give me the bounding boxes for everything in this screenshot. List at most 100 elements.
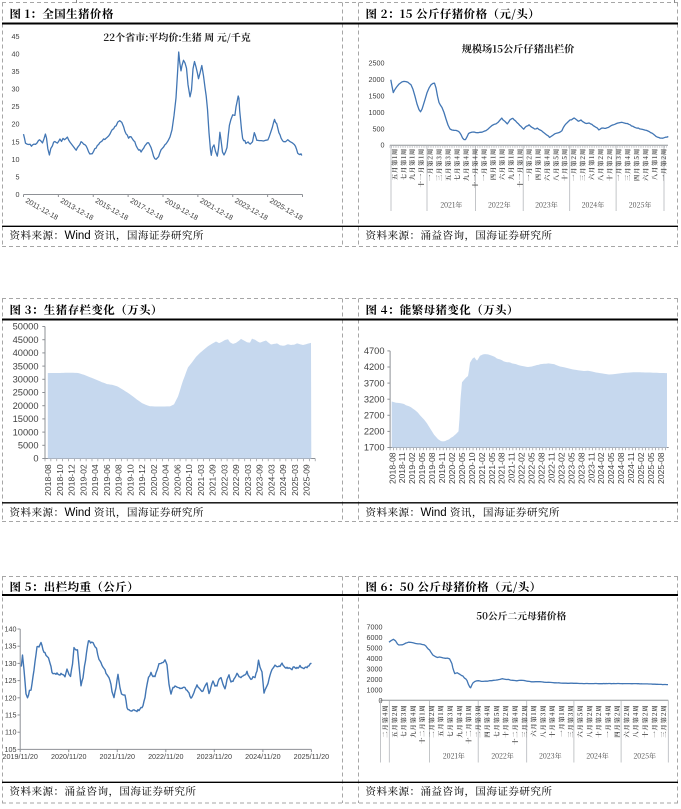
svg-text:六月第5周: 六月第5周 <box>576 705 585 738</box>
svg-text:10000: 10000 <box>13 427 39 437</box>
svg-text:2025-02: 2025-02 <box>636 452 646 484</box>
svg-text:2024-02: 2024-02 <box>596 452 606 484</box>
svg-text:2024年: 2024年 <box>582 201 605 211</box>
svg-text:2020-04: 2020-04 <box>161 464 171 496</box>
svg-text:2025/11/20: 2025/11/20 <box>294 752 329 761</box>
svg-text:三月第3周: 三月第3周 <box>566 705 575 738</box>
svg-text:二月第4周: 二月第4周 <box>381 705 390 738</box>
svg-text:1000: 1000 <box>369 108 385 117</box>
svg-text:2022-03: 2022-03 <box>219 464 229 496</box>
svg-text:十一月第1周: 十一月第1周 <box>417 148 426 187</box>
svg-text:2024年: 2024年 <box>586 752 609 762</box>
svg-text:七月第3周: 七月第3周 <box>446 705 455 738</box>
svg-text:七月第5周: 七月第5周 <box>492 705 501 738</box>
svg-text:2023-11: 2023-11 <box>586 452 596 483</box>
svg-text:2018-10: 2018-10 <box>55 464 65 496</box>
svg-text:2020-06: 2020-06 <box>172 464 182 496</box>
svg-text:15000: 15000 <box>13 414 39 424</box>
svg-text:2023-08: 2023-08 <box>576 452 586 484</box>
svg-text:五月第3周: 五月第3周 <box>444 148 453 181</box>
svg-text:2023-02: 2023-02 <box>556 452 566 484</box>
svg-text:2021/11/20: 2021/11/20 <box>100 752 135 761</box>
svg-text:500: 500 <box>373 124 385 133</box>
svg-text:2017-12-18: 2017-12-18 <box>129 196 165 222</box>
svg-text:2021-09: 2021-09 <box>208 464 218 496</box>
svg-text:十二月第1周: 十二月第1周 <box>464 705 473 744</box>
svg-text:2020-10: 2020-10 <box>467 452 477 484</box>
svg-text:一月第2周: 一月第2周 <box>426 148 435 181</box>
svg-text:2022年: 2022年 <box>491 752 514 762</box>
svg-text:九月第4周: 九月第4周 <box>462 148 471 181</box>
svg-text:2025-03: 2025-03 <box>290 464 300 496</box>
svg-text:一月第3周: 一月第3周 <box>614 148 623 181</box>
svg-text:2018-08: 2018-08 <box>387 452 397 484</box>
svg-text:二月第2周: 二月第2周 <box>427 705 436 738</box>
svg-text:四月第2周: 四月第2周 <box>613 705 622 738</box>
svg-text:十月第2周: 十月第2周 <box>501 705 510 738</box>
svg-text:2021-11: 2021-11 <box>507 452 517 483</box>
svg-text:2025-12-18: 2025-12-18 <box>268 196 304 222</box>
svg-text:2018-08: 2018-08 <box>43 464 53 496</box>
svg-text:5000: 5000 <box>367 644 383 653</box>
svg-text:110: 110 <box>5 728 16 737</box>
svg-text:2019/11/20: 2019/11/20 <box>2 752 37 761</box>
svg-text:三月第2周: 三月第2周 <box>520 705 529 738</box>
svg-text:120: 120 <box>5 693 17 702</box>
svg-text:十月第4周: 十月第4周 <box>548 705 557 738</box>
svg-text:2011-12-18: 2011-12-18 <box>24 196 60 222</box>
svg-text:四月第4周: 四月第4周 <box>483 705 492 738</box>
svg-text:2021年: 2021年 <box>440 201 462 211</box>
svg-text:2025年: 2025年 <box>629 201 652 211</box>
svg-text:八月第1周: 八月第1周 <box>650 148 659 180</box>
svg-text:3700: 3700 <box>364 378 385 388</box>
svg-text:2024-11: 2024-11 <box>626 452 636 483</box>
svg-text:2021-02: 2021-02 <box>477 452 487 484</box>
svg-text:135: 135 <box>5 642 17 651</box>
svg-text:3200: 3200 <box>364 394 385 404</box>
svg-text:2019-06: 2019-06 <box>102 464 112 496</box>
svg-text:十月第5周: 十月第5周 <box>560 148 569 181</box>
svg-text:八月第3周: 八月第3周 <box>538 705 547 738</box>
svg-text:2013-12-18: 2013-12-18 <box>59 196 95 222</box>
svg-text:十月第2周: 十月第2周 <box>594 705 603 738</box>
svg-text:10: 10 <box>12 155 20 164</box>
svg-text:2019-04: 2019-04 <box>90 464 100 496</box>
svg-text:十二月第4周: 十二月第4周 <box>511 705 520 745</box>
svg-text:2015-12-18: 2015-12-18 <box>94 196 130 222</box>
svg-text:30: 30 <box>12 85 20 94</box>
svg-text:一月第2周: 一月第2周 <box>569 148 578 181</box>
svg-text:一月第1周: 一月第1周 <box>557 705 566 737</box>
svg-text:四月第1周: 四月第1周 <box>489 148 498 180</box>
svg-text:2022-09: 2022-09 <box>231 464 241 496</box>
svg-text:2025-09: 2025-09 <box>302 464 312 496</box>
svg-text:2500: 2500 <box>369 59 385 68</box>
svg-text:四月第5周: 四月第5周 <box>632 148 641 181</box>
svg-text:六月第4周: 六月第4周 <box>542 148 551 181</box>
svg-text:0: 0 <box>381 141 385 150</box>
svg-text:三月第2周: 三月第2周 <box>578 148 587 181</box>
svg-text:22个省市:平均价:生猪 周 元/千克: 22个省市:平均价:生猪 周 元/千克 <box>103 29 251 44</box>
svg-text:七月第3周: 七月第3周 <box>399 705 408 738</box>
svg-text:2023-09: 2023-09 <box>255 464 265 496</box>
svg-text:六月第4周: 六月第4周 <box>641 148 650 181</box>
svg-text:45: 45 <box>12 32 20 41</box>
svg-text:2000: 2000 <box>367 675 383 684</box>
svg-text:140: 140 <box>5 625 17 634</box>
svg-text:2019-02: 2019-02 <box>407 452 417 484</box>
svg-text:九月第1周: 九月第1周 <box>408 148 417 180</box>
svg-text:2023年: 2023年 <box>539 752 562 762</box>
svg-text:六月第1周: 六月第1周 <box>529 705 538 737</box>
svg-text:五月第1周: 五月第1周 <box>390 148 399 180</box>
svg-text:一月第2周: 一月第2周 <box>524 148 533 181</box>
svg-text:2023-03: 2023-03 <box>243 464 253 496</box>
svg-text:30000: 30000 <box>13 375 39 385</box>
svg-text:三月第4周: 三月第4周 <box>623 148 632 181</box>
svg-text:35000: 35000 <box>13 361 39 371</box>
svg-text:2025-08: 2025-08 <box>656 452 666 484</box>
svg-text:八月第2周: 八月第2周 <box>596 148 605 181</box>
svg-text:一月第4周: 一月第4周 <box>603 705 612 738</box>
svg-text:2018-11: 2018-11 <box>397 452 407 483</box>
svg-text:三月第3周: 三月第3周 <box>435 148 444 181</box>
svg-text:十月第2周: 十月第2周 <box>605 148 614 181</box>
svg-text:六月第2周: 六月第2周 <box>622 705 631 738</box>
